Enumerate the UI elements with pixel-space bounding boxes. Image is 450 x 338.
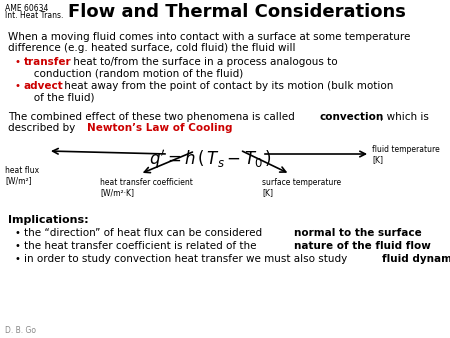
Text: fluid temperature: fluid temperature: [372, 145, 440, 154]
Text: surface temperature: surface temperature: [262, 178, 341, 187]
Text: transfer: transfer: [24, 57, 72, 67]
Text: heat transfer coefficient: heat transfer coefficient: [100, 178, 193, 187]
Text: convection: convection: [320, 112, 384, 122]
Text: The combined effect of these two phenomena is called: The combined effect of these two phenome…: [8, 112, 298, 122]
Text: Newton’s Law of Cooling: Newton’s Law of Cooling: [87, 123, 233, 133]
Text: heat to/from the surface in a process analogous to: heat to/from the surface in a process an…: [70, 57, 338, 67]
Text: difference (e.g. heated surface, cold fluid) the fluid will: difference (e.g. heated surface, cold fl…: [8, 43, 296, 53]
Text: Implications:: Implications:: [8, 215, 89, 225]
Text: $q' = h\,(\,T_s - T_0\,)$: $q' = h\,(\,T_s - T_0\,)$: [148, 148, 271, 171]
Text: AME 60634: AME 60634: [5, 4, 49, 13]
Text: •: •: [14, 254, 20, 264]
Text: •: •: [14, 241, 20, 251]
Text: [W/m²·K]: [W/m²·K]: [100, 188, 134, 197]
Text: normal to the surface: normal to the surface: [294, 228, 422, 238]
Text: [W/m²]: [W/m²]: [5, 176, 32, 185]
Text: heat flux: heat flux: [5, 166, 39, 175]
Text: heat away from the point of contact by its motion (bulk motion: heat away from the point of contact by i…: [61, 81, 393, 91]
Text: •: •: [14, 57, 20, 67]
Text: D. B. Go: D. B. Go: [5, 326, 36, 335]
Text: [K]: [K]: [262, 188, 273, 197]
Text: •: •: [14, 228, 20, 238]
Text: Flow and Thermal Considerations: Flow and Thermal Considerations: [68, 3, 406, 21]
Text: When a moving fluid comes into contact with a surface at some temperature: When a moving fluid comes into contact w…: [8, 32, 410, 42]
Text: Int. Heat Trans.: Int. Heat Trans.: [5, 11, 63, 20]
Text: [K]: [K]: [372, 155, 383, 164]
Text: in order to study convection heat transfer we must also study: in order to study convection heat transf…: [24, 254, 351, 264]
Text: advect: advect: [24, 81, 64, 91]
Text: fluid dynamics: fluid dynamics: [382, 254, 450, 264]
Text: described by: described by: [8, 123, 78, 133]
Text: the “direction” of heat flux can be considered: the “direction” of heat flux can be cons…: [24, 228, 266, 238]
Text: conduction (random motion of the fluid): conduction (random motion of the fluid): [24, 68, 243, 78]
Text: nature of the fluid flow: nature of the fluid flow: [294, 241, 431, 251]
Text: the heat transfer coefficient is related of the: the heat transfer coefficient is related…: [24, 241, 260, 251]
Text: •: •: [14, 81, 20, 91]
Text: of the fluid): of the fluid): [24, 92, 94, 102]
Text: , which is: , which is: [380, 112, 429, 122]
